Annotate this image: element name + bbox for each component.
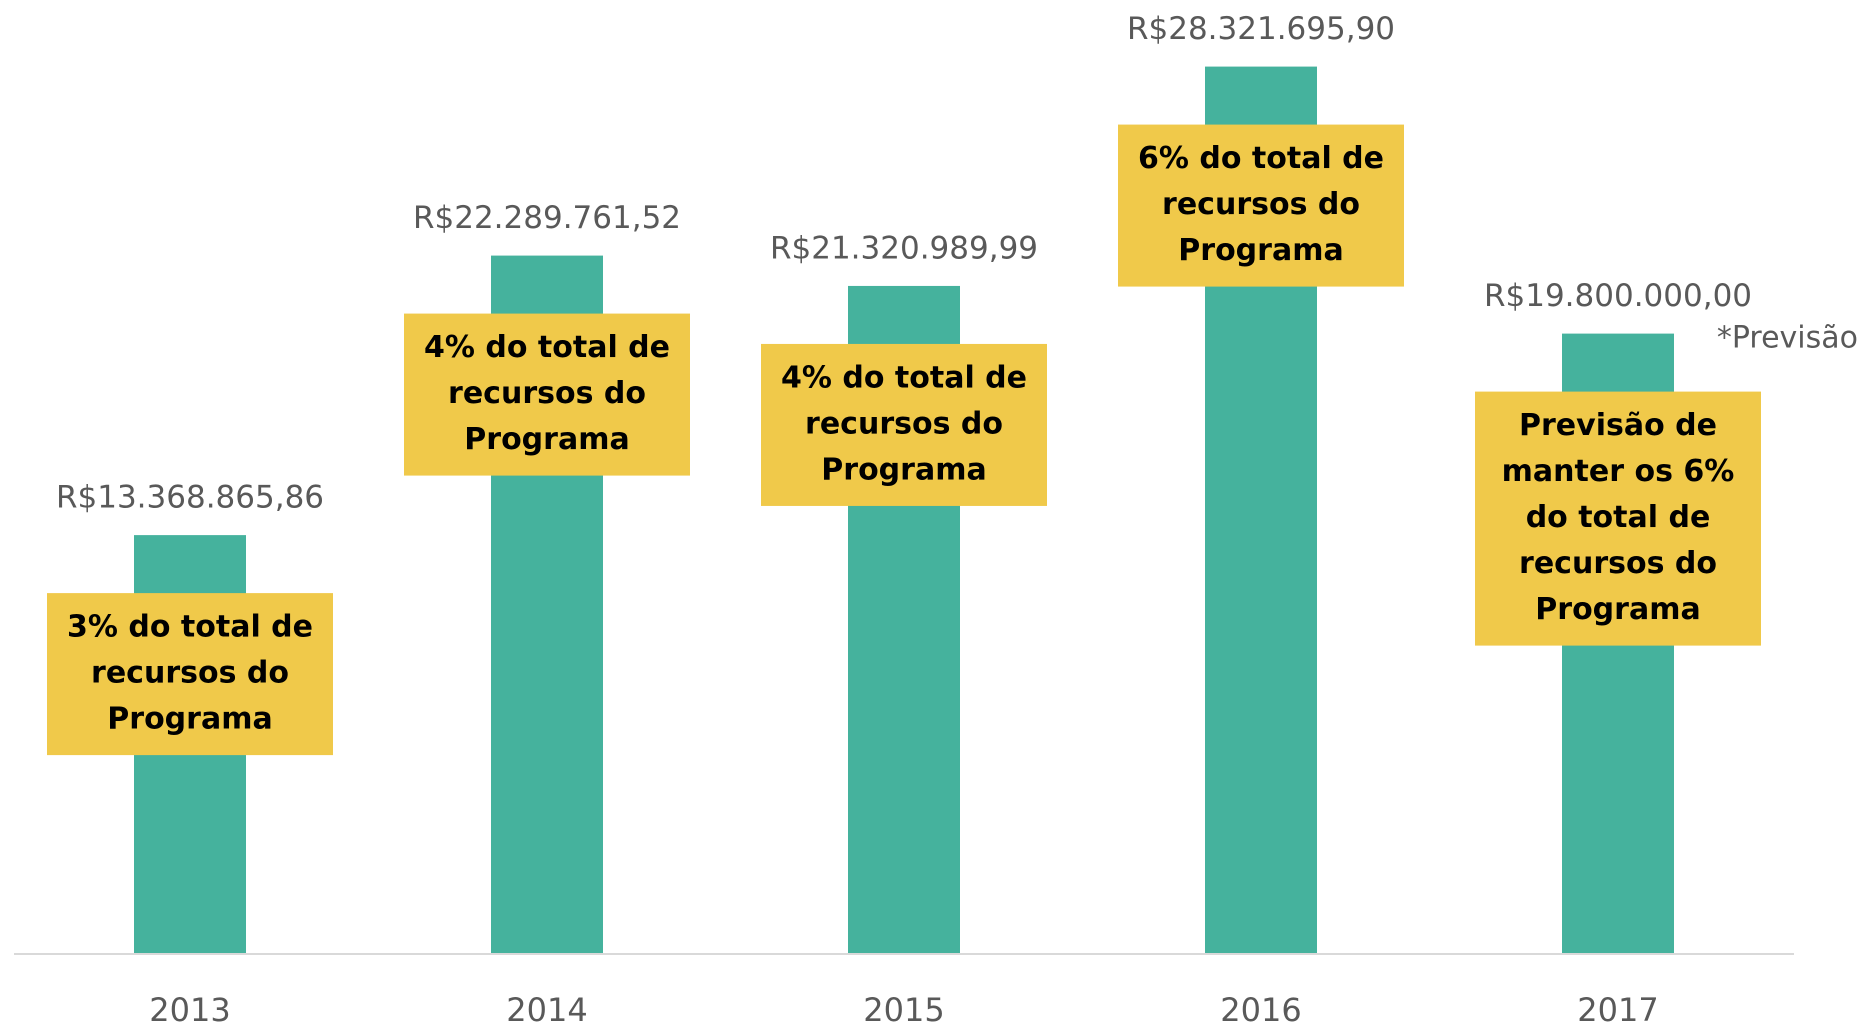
annotation-box [761,343,1047,506]
annotation-text: 3% do total de [67,610,313,645]
x-tick-label: 2016 [1220,991,1301,1028]
annotation-text: 4% do total de [781,360,1027,395]
x-tick-label: 2013 [149,991,230,1028]
data-label: R$22.289.761,52 [413,200,681,236]
annotation-text: Programa [464,422,629,457]
annotation-text: recursos do [1162,187,1360,222]
annotation-text: Programa [107,702,272,737]
annotation-text: recursos do [805,406,1003,441]
annotation-text: manter os 6% [1502,454,1735,489]
annotation-text: recursos do [91,656,289,691]
data-label: R$13.368.865,86 [56,480,324,516]
data-label: R$21.320.989,99 [770,230,1038,266]
data-label: R$19.800.000,00 [1484,278,1752,314]
annotation-text: 6% do total de [1138,141,1384,176]
annotation-box [1118,124,1404,287]
annotation-box [47,593,333,756]
annotation-text: do total de [1526,500,1711,535]
x-tick-label: 2014 [506,991,587,1028]
annotation-box [1475,391,1761,646]
data-label: R$28.321.695,90 [1127,11,1395,47]
x-tick-label: 2017 [1577,991,1658,1028]
annotation-text: Programa [1535,592,1700,627]
annotation-text: recursos do [448,376,646,411]
annotation-text: Previsão de [1519,408,1717,443]
note: *Previsão [1717,321,1858,356]
annotation-text: Programa [821,452,986,487]
annotation-text: recursos do [1519,546,1717,581]
annotation-text: Programa [1178,233,1343,268]
x-tick-label: 2015 [863,991,944,1028]
annotation-text: 4% do total de [424,330,670,365]
annotation-box [404,313,690,476]
